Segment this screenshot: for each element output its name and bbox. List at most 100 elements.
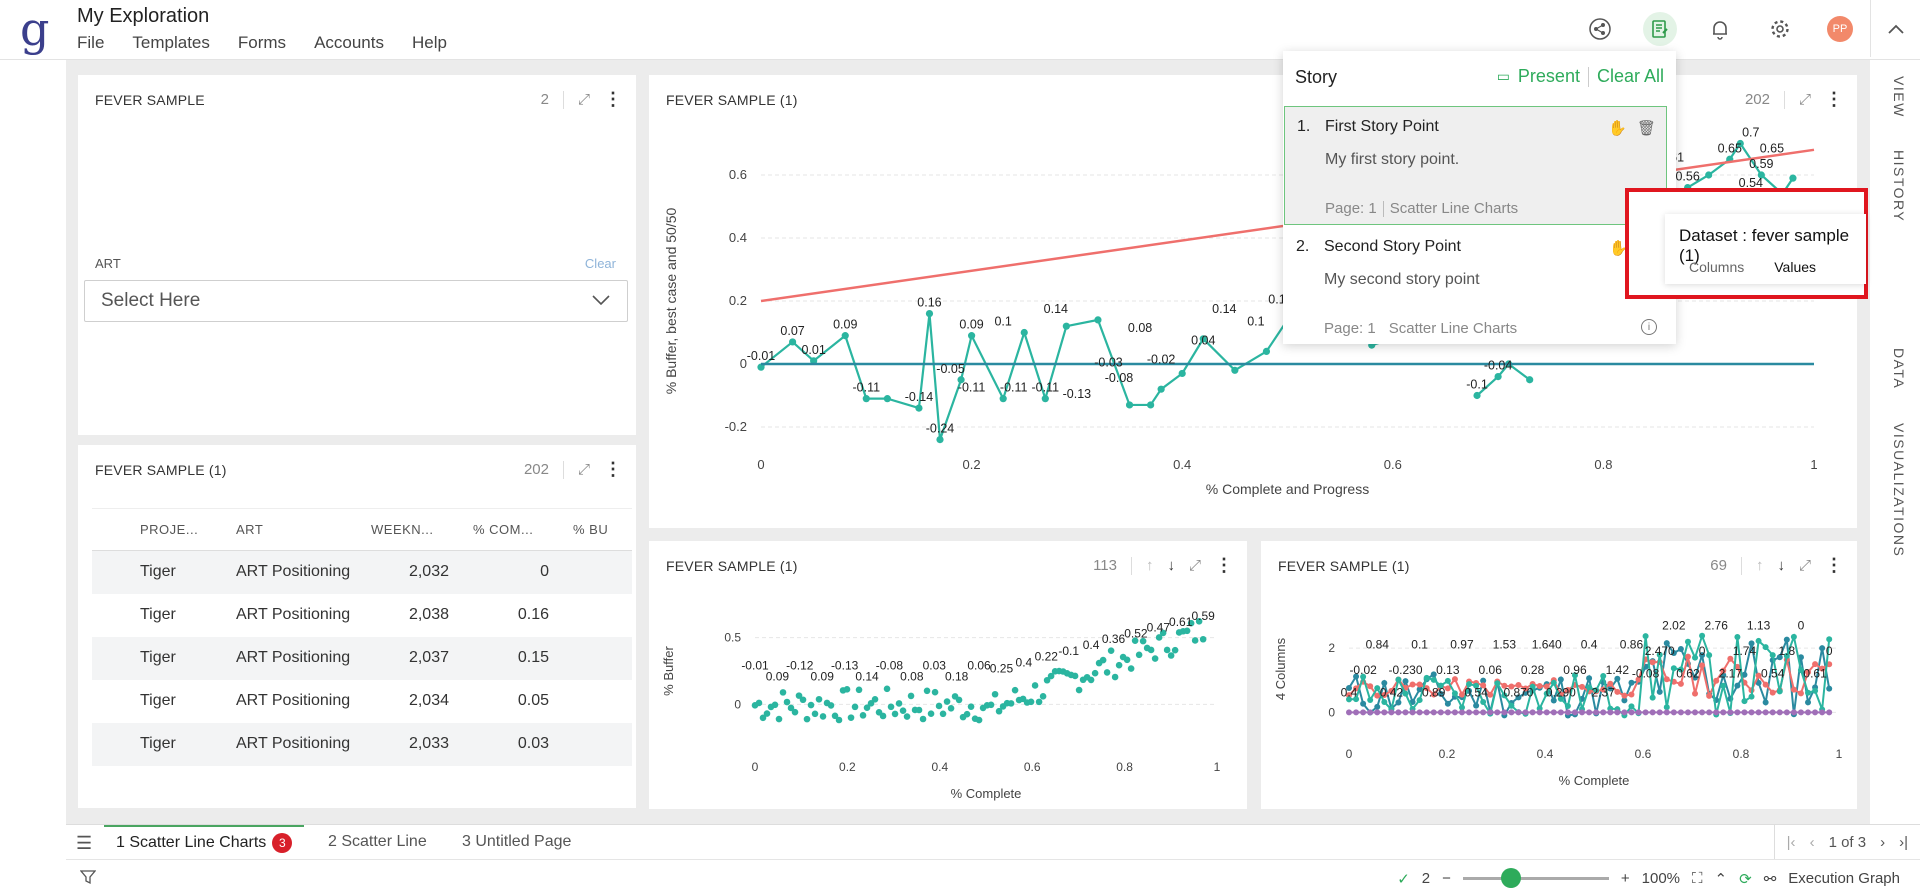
data-point [927, 710, 935, 718]
data-point [968, 332, 976, 340]
data-point [1360, 673, 1367, 680]
data-point [1797, 709, 1804, 716]
tab-history[interactable]: HISTORY [1891, 150, 1907, 223]
expand-icon[interactable]: ⤢ [1798, 557, 1811, 574]
column-header[interactable]: ART [236, 508, 371, 551]
expand-icon[interactable]: ⤢ [577, 91, 590, 108]
data-point [1579, 709, 1586, 716]
menu-file[interactable]: File [77, 33, 105, 52]
column-header[interactable]: % COM... [473, 508, 573, 551]
multi-line-chart[interactable]: 0 2 0 0.2 0.4 0.6 0.8 1 % Complete 4 Columns 0.4 -0… [1261, 541, 1857, 809]
chevron-up-icon[interactable]: ⌃ [1714, 870, 1728, 888]
data-point [1762, 644, 1769, 651]
fit-screen-icon[interactable]: ⛶ [1692, 870, 1703, 887]
data-point [915, 706, 923, 714]
clear-all-button[interactable]: Clear All [1596, 66, 1664, 86]
tab-filters[interactable]: FILTERS [1891, 248, 1907, 316]
zoom-out-icon[interactable]: − [1442, 870, 1451, 887]
arrow-up-icon[interactable]: ↑ [1145, 557, 1154, 574]
data-label: 0.1 [1268, 292, 1285, 306]
hand-icon[interactable]: ✋ [1608, 120, 1627, 137]
expand-icon[interactable]: ⤢ [1798, 91, 1811, 108]
more-icon[interactable]: ⋮ [604, 89, 622, 109]
exploration-title[interactable]: My Exploration [77, 5, 210, 27]
app-logo[interactable]: g [20, 2, 50, 56]
tab-values[interactable]: Values [1774, 259, 1817, 275]
share-icon[interactable] [1570, 0, 1630, 57]
more-icon[interactable]: ⋮ [1825, 555, 1843, 575]
menu-accounts[interactable]: Accounts [314, 33, 384, 52]
data-point [1139, 637, 1147, 645]
refresh-icon[interactable]: ⟳ [1739, 870, 1752, 888]
info-icon[interactable]: i [1641, 319, 1657, 335]
expand-icon[interactable]: ⤢ [577, 461, 590, 478]
present-button[interactable]: Present [1517, 66, 1580, 86]
data-point [1741, 671, 1748, 678]
data-label: -0.11 [958, 381, 986, 395]
present-icon[interactable]: ▭ [1496, 68, 1510, 84]
user-avatar[interactable]: PP [1810, 0, 1870, 57]
data-label: -0.02 [1349, 663, 1377, 677]
menu-icon[interactable]: ☰ [76, 833, 93, 853]
story-point-1[interactable]: 1. First Story Point My first story poin… [1284, 106, 1667, 225]
data-point [1501, 692, 1508, 699]
column-header[interactable]: % BU [573, 508, 632, 551]
art-select[interactable]: Select Here [84, 280, 628, 322]
data-point [1705, 171, 1713, 179]
story-point-2[interactable]: 2. Second Story Point My second story po… [1284, 227, 1667, 346]
data-point [1437, 690, 1444, 697]
tab-visualizations[interactable]: VISUALIZATIONS [1891, 423, 1907, 558]
bell-icon[interactable] [1690, 0, 1750, 57]
first-page-icon[interactable]: |‹ [1786, 833, 1796, 851]
table-row[interactable]: Tiger ART Positioning 2,038 0.16 [92, 593, 632, 637]
data-point [1466, 681, 1473, 688]
filter-icon[interactable] [79, 869, 97, 890]
hand-icon[interactable]: ✋ [1609, 240, 1628, 257]
data-label: 1.13 [1747, 618, 1771, 632]
table-row[interactable]: Tiger ART Positioning 2,032 0 [92, 550, 632, 594]
menu-forms[interactable]: Forms [237, 33, 287, 52]
column-header[interactable]: PROJE... [140, 508, 236, 551]
y-axis-label: % Buffer, best case and 50/50 [663, 208, 679, 395]
zoom-in-icon[interactable]: + [1620, 870, 1630, 887]
menu-help[interactable]: Help [412, 33, 447, 52]
prev-page-icon[interactable]: ‹ [1809, 833, 1815, 851]
arrow-down-icon[interactable]: ↓ [1777, 557, 1785, 574]
data-label: 0.09 [959, 318, 983, 332]
expand-icon[interactable]: ⤢ [1188, 557, 1201, 574]
y-tick-label: 0.5 [724, 631, 741, 645]
arrow-up-icon[interactable]: ↑ [1755, 557, 1764, 574]
table-row[interactable]: Tiger ART Positioning 2,033 0.03 [92, 722, 632, 766]
tab-view[interactable]: VIEW [1891, 76, 1907, 118]
tab-data[interactable]: DATA [1891, 348, 1907, 390]
chevron-up-icon[interactable] [1870, 0, 1920, 57]
more-icon[interactable]: ⋮ [1825, 89, 1843, 109]
data-point [1819, 645, 1826, 652]
page-tab-3[interactable]: 3 Untitled Page [462, 833, 572, 850]
gear-icon[interactable] [1750, 0, 1810, 57]
zoom-slider[interactable] [1462, 868, 1609, 888]
scatter-chart[interactable]: 0 0.5 0 0.2 0.4 0.6 0.8 1 % Complete % Buffer -0.0… [649, 541, 1247, 809]
next-page-icon[interactable]: › [1880, 833, 1886, 851]
column-header[interactable]: WEEKN... [371, 508, 473, 551]
more-icon[interactable]: ⋮ [604, 459, 622, 479]
table-row[interactable]: Tiger ART Positioning 2,034 0.05 [92, 679, 632, 723]
execution-graph-button[interactable]: Execution Graph [1788, 870, 1900, 887]
data-point [1586, 709, 1593, 716]
data-label: 0.86 [1620, 638, 1644, 652]
data-point [1480, 709, 1487, 716]
tab-columns[interactable]: Columns [1689, 259, 1745, 275]
data-point [1600, 709, 1607, 716]
last-page-icon[interactable]: ›| [1899, 833, 1908, 851]
menu-templates[interactable]: Templates [132, 33, 210, 52]
arrow-down-icon[interactable]: ↓ [1167, 557, 1175, 574]
story-icon[interactable] [1630, 0, 1690, 57]
page-tab-2[interactable]: 2 Scatter Line [328, 833, 427, 850]
clear-button[interactable]: Clear [584, 256, 616, 271]
data-point [1402, 690, 1409, 697]
table-row[interactable]: Tiger ART Positioning 2,037 0.15 [92, 636, 632, 680]
more-icon[interactable]: ⋮ [1215, 555, 1233, 575]
trash-icon[interactable]: 🗑 [1636, 120, 1656, 137]
page-tab-1[interactable]: 1 Scatter Line Charts 3 [104, 825, 305, 859]
data-point [1713, 709, 1720, 716]
